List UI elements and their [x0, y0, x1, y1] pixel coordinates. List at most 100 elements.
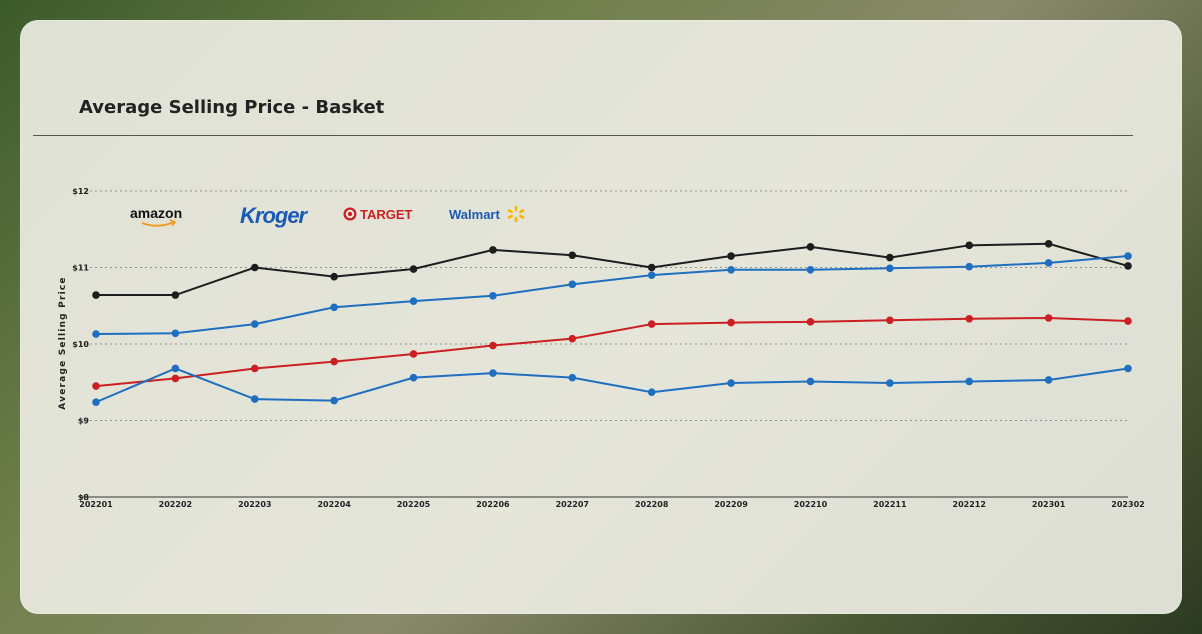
- data-point: [647, 320, 656, 328]
- x-tick-label: 202209: [714, 500, 748, 509]
- legend: amazon Kroger TARGET Walmart: [130, 203, 525, 228]
- data-point: [886, 264, 894, 273]
- y-tick-label: $8: [78, 493, 90, 502]
- y-tick-label: $11: [72, 264, 89, 273]
- x-tick-label: 202211: [873, 500, 907, 509]
- x-tick-label: 202204: [317, 500, 351, 509]
- data-point: [171, 329, 180, 338]
- data-point: [965, 241, 974, 250]
- grid-lines: [80, 190, 1128, 498]
- data-point: [647, 271, 656, 279]
- data-point: [250, 364, 259, 373]
- series-1: [92, 252, 1132, 338]
- data-point: [1044, 239, 1053, 248]
- data-point: [568, 373, 577, 382]
- x-tick-label: 202202: [159, 500, 192, 509]
- x-tick-label: 202208: [635, 500, 669, 509]
- data-point: [250, 320, 259, 328]
- data-point: [409, 350, 418, 358]
- series-line: [95, 316, 1129, 388]
- x-tick-label: 202301: [1032, 500, 1066, 509]
- amazon-logo-text: amazon: [130, 205, 182, 221]
- chart-card: [20, 20, 1182, 614]
- data-point: [489, 292, 497, 300]
- y-tick-label: $9: [78, 417, 90, 426]
- data-point: [727, 252, 735, 260]
- x-tick-label: 202205: [397, 500, 431, 509]
- data-point: [647, 263, 656, 272]
- data-point: [1044, 376, 1053, 384]
- data-point: [409, 373, 418, 382]
- amazon-smile-icon: [141, 221, 175, 227]
- data-point: [886, 379, 894, 387]
- walmart-spark-icon: [507, 205, 525, 223]
- data-point: [965, 314, 974, 323]
- data-point: [806, 377, 815, 386]
- data-point: [92, 382, 100, 390]
- data-point: [171, 374, 180, 383]
- legend-kroger: Kroger: [240, 203, 310, 228]
- series-2: [92, 314, 1132, 390]
- y-tick-label: $10: [72, 340, 89, 349]
- data-point: [92, 291, 100, 299]
- y-tick-labels: $8 $9 $10 $11 $12: [72, 187, 89, 502]
- data-point: [568, 280, 577, 289]
- title-divider: [33, 135, 1133, 136]
- data-point: [647, 388, 656, 396]
- data-point: [886, 253, 894, 262]
- data-point: [92, 398, 100, 406]
- chart-title: Average Selling Price - Basket: [79, 97, 385, 118]
- series-line: [95, 255, 1129, 336]
- data-point: [965, 377, 974, 386]
- legend-target: TARGET: [343, 207, 413, 222]
- data-point: [727, 265, 735, 274]
- data-point: [727, 379, 735, 387]
- target-center: [347, 211, 353, 217]
- data-point: [1124, 364, 1132, 373]
- data-point: [1044, 259, 1053, 267]
- data-point: [1124, 317, 1132, 325]
- data-point: [806, 318, 815, 326]
- data-point: [250, 263, 259, 272]
- x-tick-label: 202210: [794, 500, 828, 509]
- kroger-logo-text: Kroger: [240, 203, 309, 228]
- data-point: [409, 297, 418, 305]
- data-point: [92, 330, 100, 338]
- x-tick-label: 202206: [476, 500, 510, 509]
- x-tick-label: 202201: [79, 500, 113, 509]
- series-line: [95, 367, 1129, 404]
- x-tick-label: 202207: [556, 500, 589, 509]
- data-point: [330, 396, 338, 405]
- data-point: [489, 341, 497, 350]
- y-tick-label: $12: [72, 187, 89, 196]
- legend-walmart: Walmart: [449, 205, 525, 223]
- x-tick-label: 202212: [953, 500, 986, 509]
- data-point: [1044, 314, 1053, 322]
- data-point: [330, 272, 338, 281]
- data-point: [886, 316, 894, 325]
- data-point: [965, 262, 974, 271]
- series-0: [92, 239, 1132, 299]
- legend-amazon: amazon: [130, 205, 182, 227]
- data-point: [1124, 252, 1132, 260]
- data-point: [1124, 262, 1132, 270]
- x-tick-label: 202302: [1111, 500, 1144, 509]
- data-point: [330, 303, 338, 312]
- x-tick-label: 202203: [238, 500, 271, 509]
- target-logo-text: TARGET: [360, 207, 413, 222]
- amazon-arrow-icon: [169, 219, 177, 227]
- data-point: [330, 357, 338, 366]
- data-point: [568, 251, 577, 260]
- data-point: [489, 246, 497, 254]
- series-lines: [92, 239, 1132, 406]
- walmart-logo-text: Walmart: [449, 207, 500, 222]
- data-point: [409, 265, 418, 273]
- data-point: [806, 243, 815, 251]
- data-point: [568, 334, 577, 343]
- series-line: [96, 242, 1129, 297]
- data-point: [171, 291, 180, 299]
- data-point: [727, 318, 735, 327]
- y-axis-label: Average Selling Price: [58, 276, 68, 409]
- data-point: [489, 369, 497, 377]
